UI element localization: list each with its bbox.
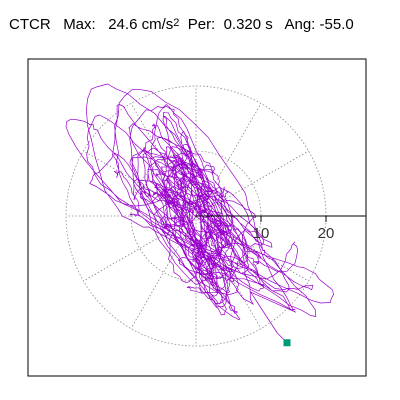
angle-label: Ang: bbox=[284, 16, 316, 33]
grid-spoke-240 bbox=[130, 215, 197, 329]
period-label: Per: bbox=[187, 16, 216, 33]
endpoint-marker bbox=[283, 339, 291, 347]
grid-spoke-210 bbox=[83, 215, 197, 282]
plot-frame bbox=[27, 58, 367, 377]
ring-label-20: 20 bbox=[318, 225, 335, 242]
max-label: Max: bbox=[63, 16, 96, 33]
azimuth-axis bbox=[196, 215, 366, 222]
motion-trace bbox=[65, 83, 334, 344]
grid-spoke-60 bbox=[195, 103, 262, 217]
grid-spoke-330 bbox=[195, 215, 309, 282]
plot-title: CTCR Max: 24.6 cm/s2 Per: 0.320 s Ang: -… bbox=[9, 16, 354, 35]
ring-label-10: 10 bbox=[253, 225, 270, 242]
period-value: 0.320 s bbox=[223, 16, 273, 33]
max-value: 24.6 cm/s bbox=[108, 16, 174, 33]
ring-labels: 10 20 bbox=[253, 225, 335, 242]
motion-trace-path bbox=[65, 83, 334, 344]
max-unit-exponent: 2 bbox=[173, 17, 180, 29]
station-code: CTCR bbox=[9, 16, 51, 33]
angle-value: -55.0 bbox=[319, 16, 354, 33]
endpoint-marker-group bbox=[283, 339, 291, 347]
grid-spoke-30 bbox=[195, 150, 309, 217]
